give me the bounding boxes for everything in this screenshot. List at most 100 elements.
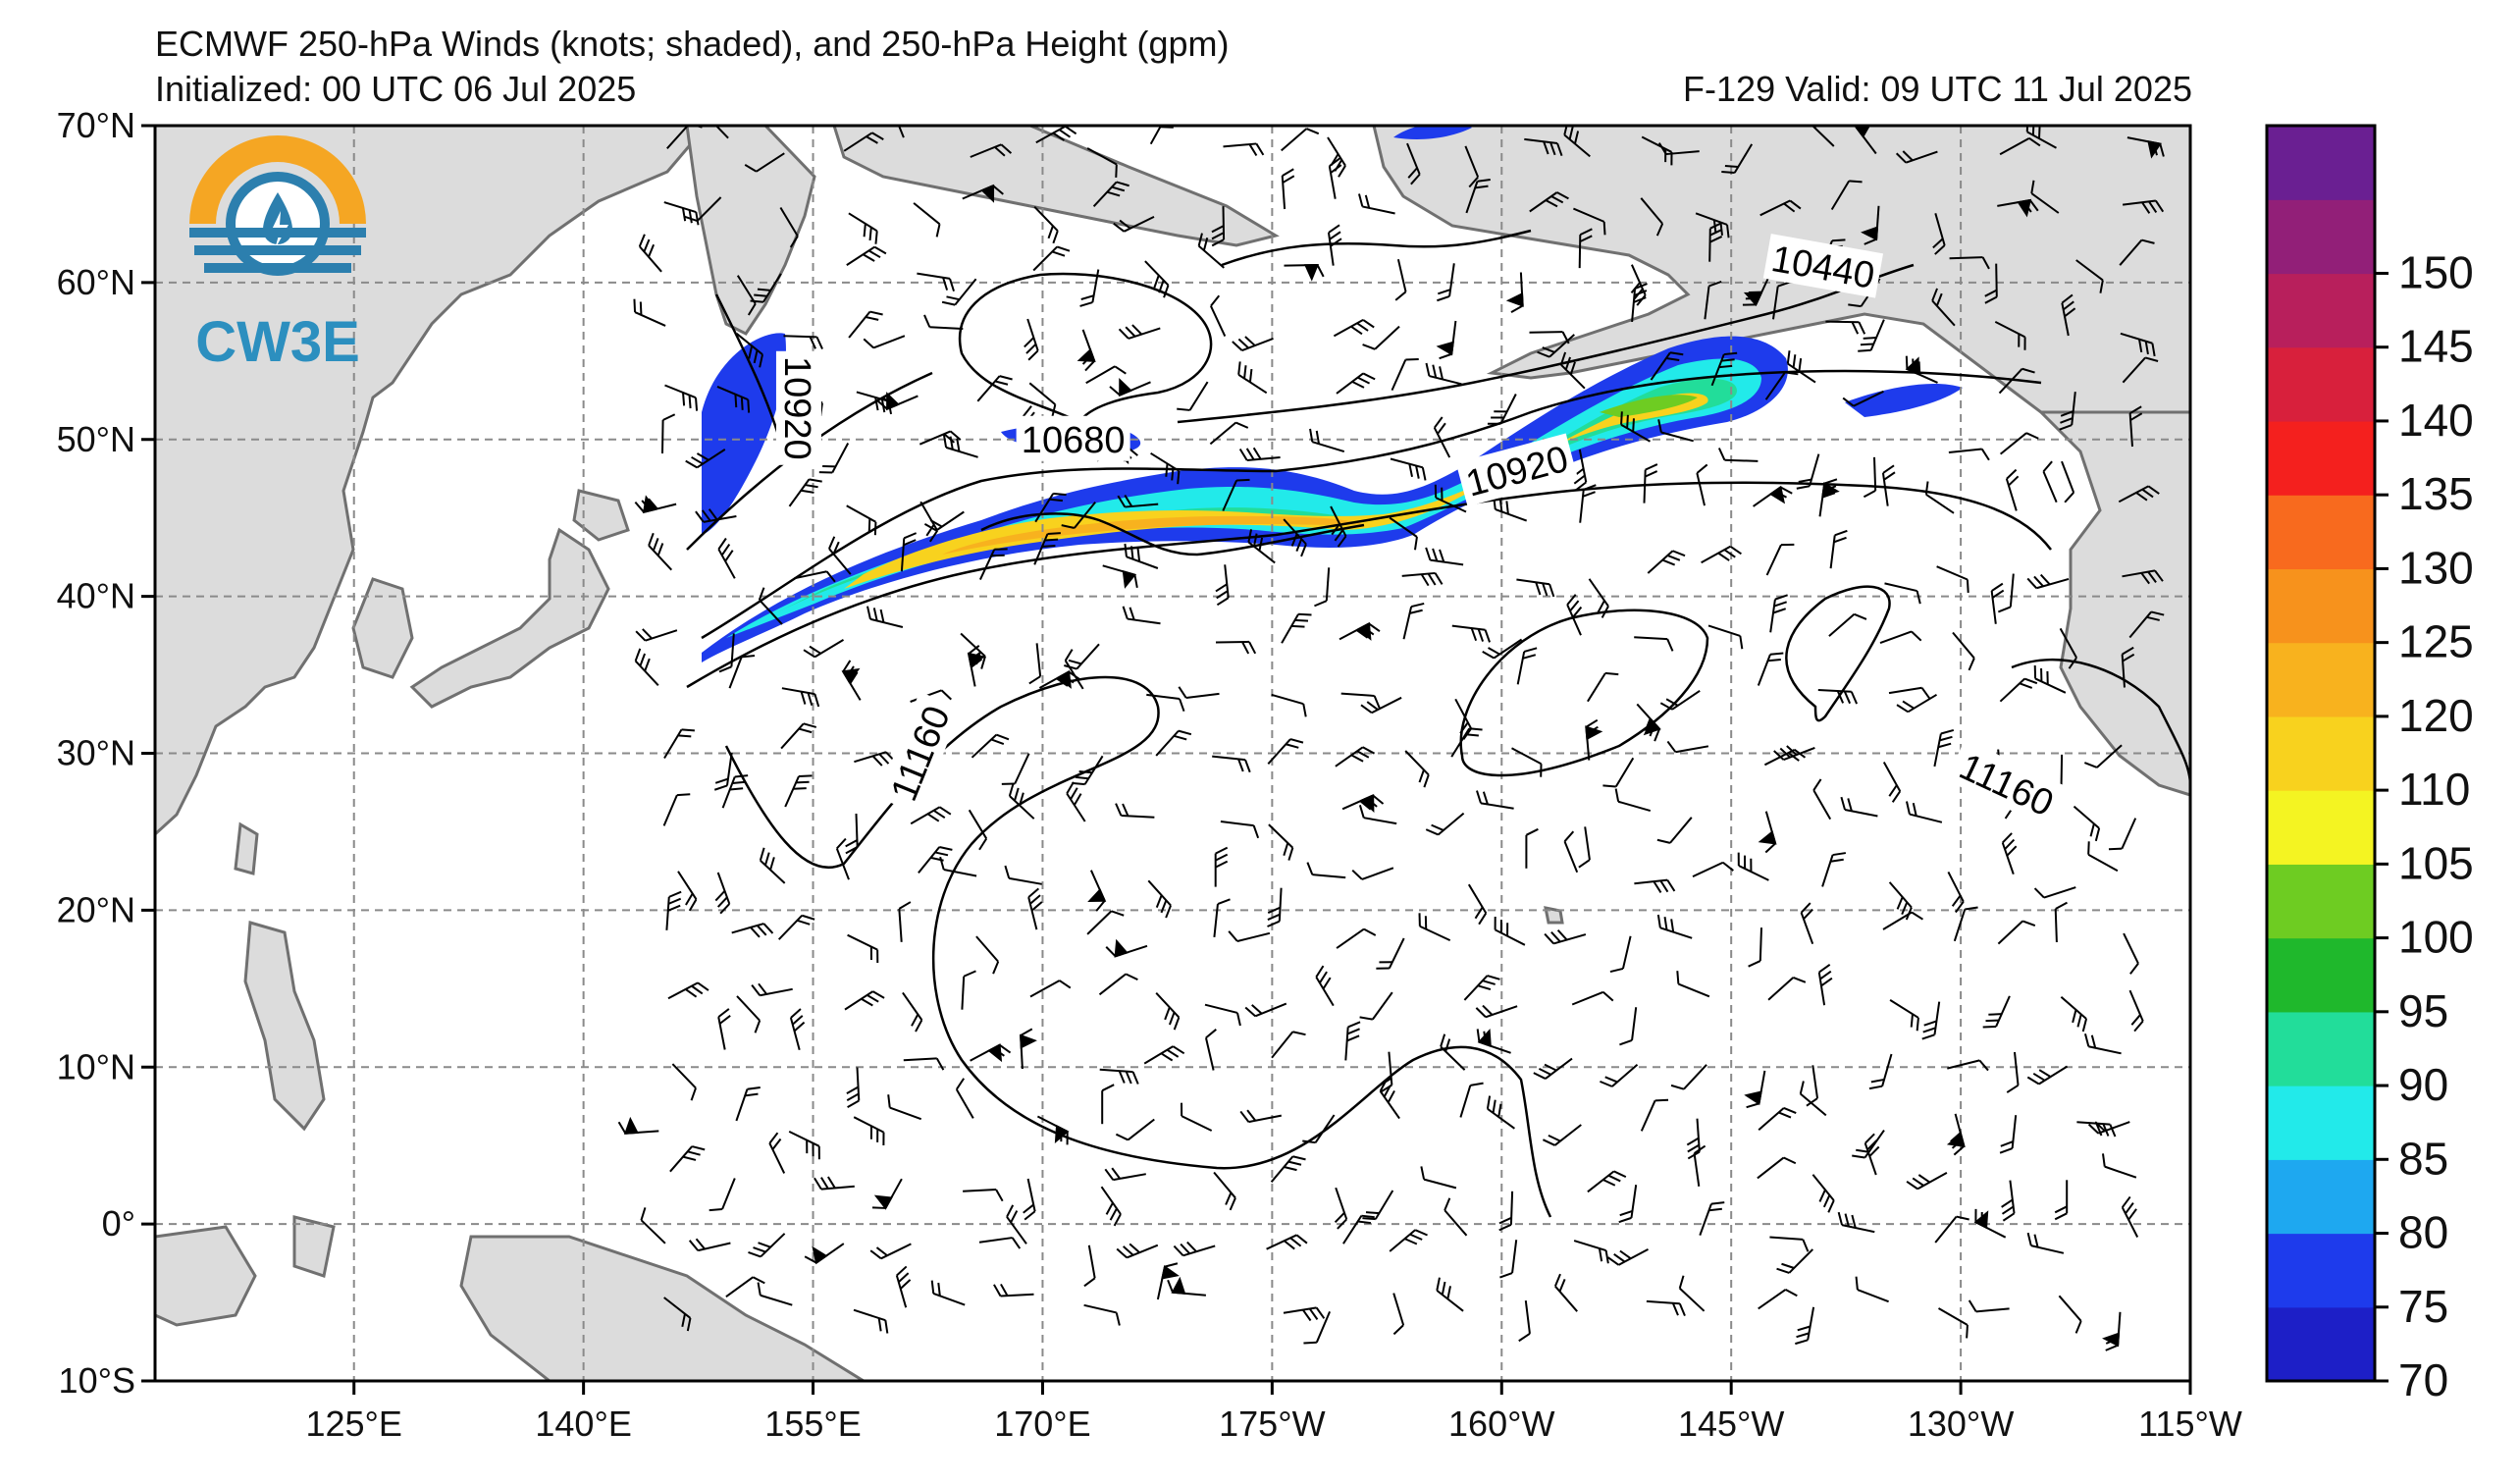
wind-barb xyxy=(828,536,852,575)
wind-barb xyxy=(1840,796,1878,818)
wind-barb xyxy=(895,1265,912,1308)
logo-text: CW3E xyxy=(195,310,360,374)
wind-barb xyxy=(1020,1028,1037,1070)
wind-barb xyxy=(1086,910,1125,935)
lon-label: 155°E xyxy=(764,1404,861,1444)
wind-barb xyxy=(975,935,1000,975)
wind-barb xyxy=(1563,830,1579,874)
wind-barb xyxy=(1571,990,1614,1006)
wind-barb xyxy=(716,385,751,413)
wind-barb xyxy=(866,606,904,628)
wind-barb xyxy=(1563,126,1591,158)
wind-barb xyxy=(1906,801,1943,823)
wind-barb xyxy=(1710,351,1738,387)
wind-barb xyxy=(1505,272,1524,313)
wind-barb xyxy=(1210,294,1227,338)
wind-barb xyxy=(1173,1241,1216,1257)
wind-barb xyxy=(736,275,757,316)
wind-barb xyxy=(788,1131,820,1160)
wind-barb xyxy=(1896,693,1938,714)
north-america-west xyxy=(2037,410,2190,797)
wind-barb xyxy=(1309,428,1345,453)
wind-barb xyxy=(2087,1121,2130,1135)
wind-barb xyxy=(2087,841,2119,873)
wind-barb xyxy=(1634,636,1674,652)
colorbar-label: 135 xyxy=(2398,468,2474,519)
colorbar-segment xyxy=(2267,937,2375,1013)
wind-barb xyxy=(1465,178,1491,214)
wind-barb xyxy=(1086,147,1118,178)
wind-barb xyxy=(1147,879,1172,919)
wind-barb xyxy=(2084,1033,2122,1055)
wind-barb xyxy=(2059,627,2077,669)
wind-barb xyxy=(735,1086,761,1122)
wind-barb xyxy=(1315,965,1335,1007)
wind-barb xyxy=(1351,867,1394,880)
wind-barb xyxy=(1646,1299,1686,1317)
wind-barb xyxy=(967,645,986,687)
wind-barb xyxy=(1614,788,1652,813)
wind-barb xyxy=(1181,1102,1213,1132)
wind-barb xyxy=(1717,448,1759,462)
wind-barb xyxy=(638,234,662,273)
wind-barb xyxy=(1765,543,1795,576)
wind-barb xyxy=(1394,258,1407,301)
colorbar-label: 105 xyxy=(2398,837,2474,888)
wind-barb xyxy=(1197,233,1225,269)
wind-barb xyxy=(1769,1236,1810,1252)
wind-barb xyxy=(1437,263,1455,302)
wind-barb xyxy=(1204,1003,1241,1027)
colorbar-segment xyxy=(2267,273,2375,348)
wind-barb xyxy=(854,751,896,767)
lon-label: 125°E xyxy=(305,1404,401,1444)
wind-barb xyxy=(1425,362,1462,386)
wind-barb xyxy=(1358,193,1395,215)
wind-barb xyxy=(1328,157,1342,199)
wind-barb xyxy=(1999,677,2038,703)
wind-barb xyxy=(1817,964,1833,1006)
wind-barb xyxy=(1600,1063,1639,1087)
wind-barb xyxy=(814,1176,855,1191)
wind-barb xyxy=(1029,980,1072,998)
wind-barb xyxy=(1061,501,1096,529)
lat-lon-grid xyxy=(155,126,2190,1381)
wind-barb xyxy=(1516,578,1555,598)
wind-barb xyxy=(1936,565,1969,593)
wind-barb xyxy=(1868,1053,1893,1090)
wind-barb xyxy=(1213,1171,1236,1211)
wind-barb xyxy=(1436,1277,1464,1312)
wind-barb xyxy=(1529,191,1569,213)
wind-barb xyxy=(1533,1057,1573,1080)
wind-barb xyxy=(1024,318,1039,361)
wind-barb xyxy=(781,687,820,708)
wind-barb xyxy=(846,245,887,266)
wind-barb xyxy=(1033,532,1061,565)
wind-barb xyxy=(1748,927,1762,968)
wind-barb xyxy=(1268,823,1294,861)
wind-barb xyxy=(1344,1021,1361,1061)
wind-barb xyxy=(1390,457,1427,481)
wind-barb xyxy=(1270,1155,1306,1183)
wind-barb xyxy=(1482,638,1523,660)
wind-barb xyxy=(1028,643,1042,685)
wind-barb xyxy=(1631,283,1648,322)
wind-barb xyxy=(1829,529,1848,569)
wind-barb xyxy=(1932,213,1946,255)
wind-barb xyxy=(728,655,756,689)
wind-barb xyxy=(1271,693,1307,717)
wind-barb xyxy=(1433,416,1451,458)
wind-barb xyxy=(1178,686,1220,700)
wind-barb xyxy=(662,793,691,826)
wind-barb xyxy=(1884,582,1921,605)
colorbar-label: 110 xyxy=(2398,764,2470,815)
wind-barb xyxy=(1281,612,1312,644)
wind-barb xyxy=(1934,1215,1969,1244)
wind-barb xyxy=(941,278,977,306)
wind-barb xyxy=(2025,126,2057,149)
wind-barb xyxy=(1968,1299,2010,1313)
wind-barb xyxy=(1391,357,1419,392)
wind-barb xyxy=(1232,336,1274,352)
wind-barb xyxy=(978,548,1008,581)
wind-barb xyxy=(1239,1109,1282,1124)
wind-barb xyxy=(1786,350,1816,384)
